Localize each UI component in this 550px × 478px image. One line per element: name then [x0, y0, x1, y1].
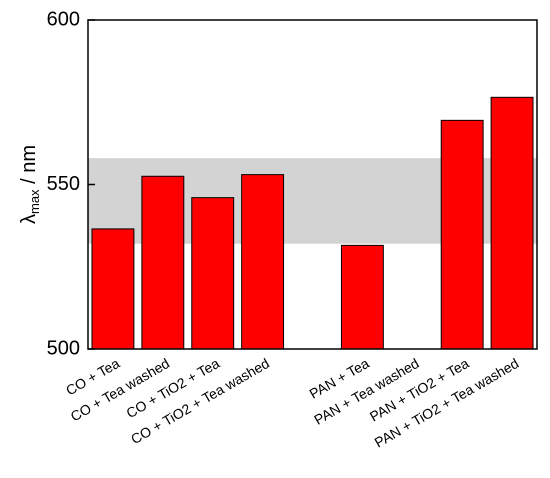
y-axis-label-subscript: max — [27, 189, 42, 214]
bar — [241, 174, 285, 350]
y-axis-label-symbol: λ — [18, 214, 40, 224]
bar — [340, 244, 384, 350]
bar — [490, 96, 534, 350]
bar — [191, 197, 235, 350]
y-axis-label: λmax / nm — [18, 145, 42, 224]
bar — [440, 119, 484, 350]
y-tick-label: 550 — [47, 173, 80, 195]
y-tick-label: 600 — [47, 8, 80, 30]
bar — [91, 228, 135, 350]
bar — [141, 175, 185, 350]
y-axis-label-unit: / nm — [18, 145, 40, 189]
y-tick-label: 500 — [47, 337, 80, 359]
